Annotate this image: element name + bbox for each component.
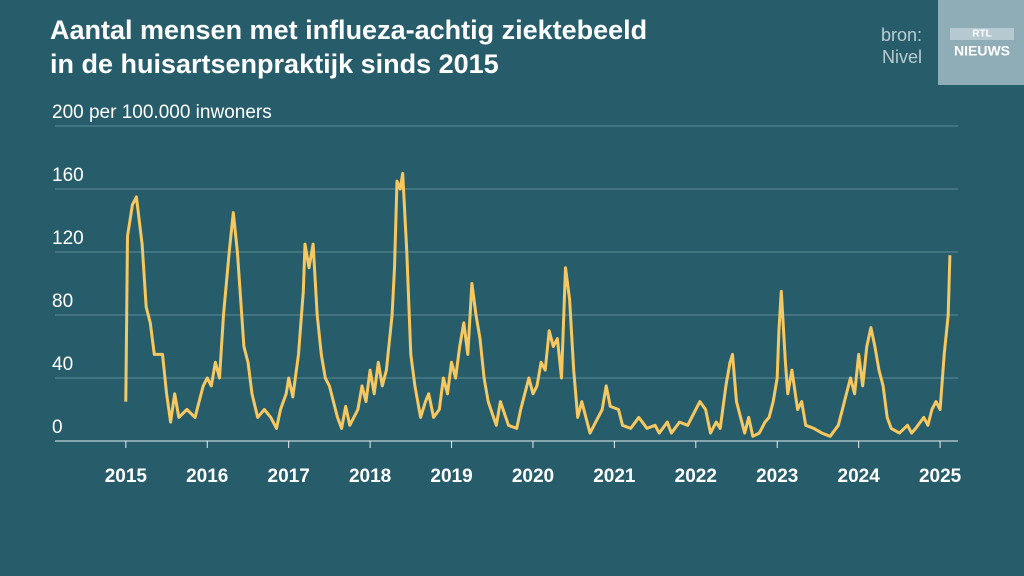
logo-bar	[950, 28, 1014, 40]
y-tick-label: 0	[52, 417, 63, 438]
x-tick-label: 2015	[105, 466, 148, 487]
x-tick-label: 2025	[919, 466, 962, 487]
y-tick-label: 80	[52, 291, 73, 312]
x-tick-label: 2017	[268, 466, 310, 487]
x-tick-label: 2019	[430, 466, 472, 487]
source-label: bron:	[881, 25, 922, 45]
x-tick-label: 2016	[186, 466, 228, 487]
x-tick-label: 2022	[675, 466, 717, 487]
chart-title: in de huisartsenpraktijk sinds 2015	[50, 49, 499, 79]
x-tick-label: 2020	[512, 466, 554, 487]
data-line	[124, 171, 952, 438]
y-tick-label: 200 per 100.000 inwoners	[52, 102, 272, 123]
y-tick-label: 120	[52, 228, 84, 249]
source-name: Nivel	[882, 47, 922, 67]
chart-title: Aantal mensen met influeza-achtig ziekte…	[50, 15, 647, 45]
y-tick-label: 160	[52, 165, 84, 186]
x-tick-label: 2021	[593, 466, 636, 487]
logo-box	[938, 0, 1024, 85]
x-tick-label: 2018	[349, 466, 391, 487]
y-tick-label: 40	[52, 354, 73, 375]
x-tick-label: 2024	[838, 466, 881, 487]
logo-nieuws: NIEUWS	[954, 43, 1010, 59]
logo-rtl: RTL	[972, 29, 991, 40]
x-tick-label: 2023	[756, 466, 798, 487]
